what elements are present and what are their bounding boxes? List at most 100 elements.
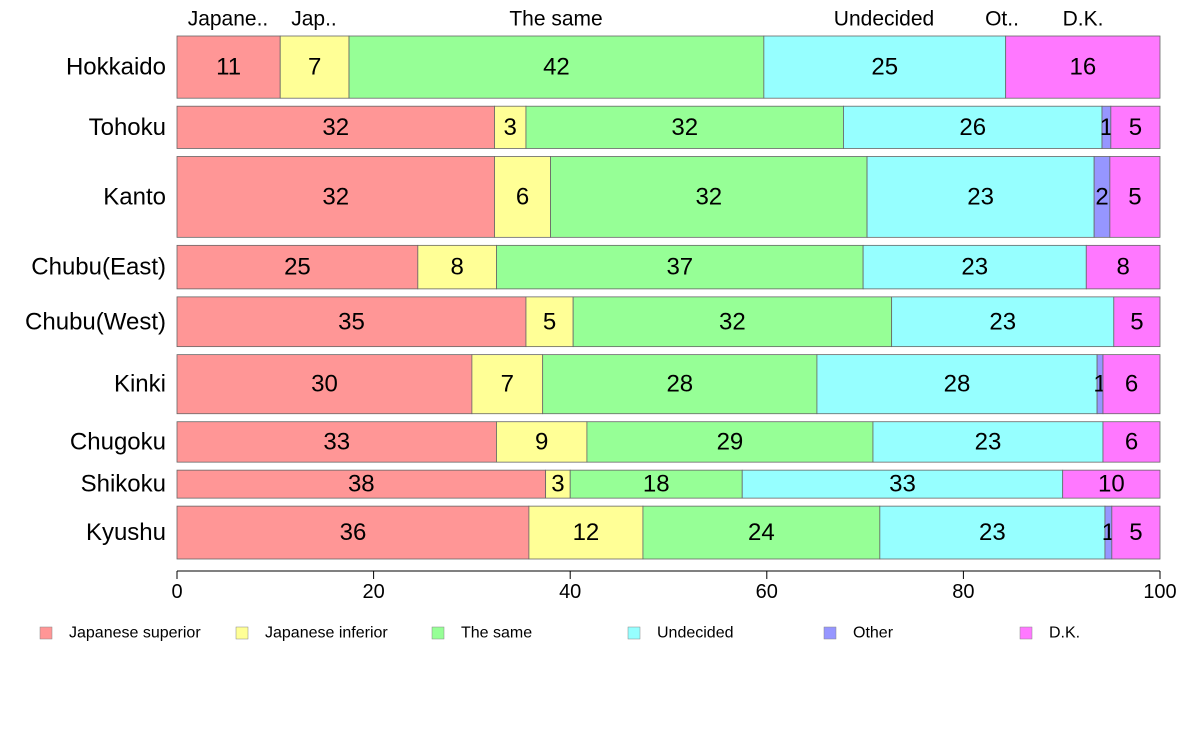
category-label: Kyushu [86, 519, 166, 546]
data-label: 26 [959, 114, 986, 141]
data-label: 33 [323, 428, 350, 455]
category-label: Kinki [114, 371, 166, 398]
data-label: 23 [975, 428, 1002, 455]
legend-swatch [627, 626, 641, 640]
x-tick-label: 20 [362, 581, 384, 603]
data-label: 42 [543, 54, 570, 81]
data-label: 23 [961, 254, 988, 281]
x-tick-label: 60 [756, 581, 778, 603]
x-tick-label: 40 [559, 581, 581, 603]
bar-segment [176, 354, 473, 415]
x-tick-label: 0 [171, 581, 182, 603]
bar-segment [1005, 35, 1161, 99]
bar-segment [550, 156, 868, 238]
data-label: 7 [501, 371, 514, 398]
data-label: 33 [889, 471, 916, 498]
bar-segment [525, 105, 844, 149]
legend-swatch [431, 626, 445, 640]
data-label: 5 [1129, 114, 1142, 141]
bar-segment [1109, 156, 1161, 238]
bar-segment [525, 296, 574, 348]
data-label: 25 [284, 254, 311, 281]
data-label: 23 [989, 308, 1016, 335]
category-label: Hokkaido [66, 54, 166, 81]
bar-segment [586, 421, 874, 463]
category-label: Kanto [103, 183, 166, 210]
data-label: 38 [348, 471, 375, 498]
bar-segment [1113, 296, 1161, 348]
data-label: 32 [322, 114, 349, 141]
data-label: 28 [944, 371, 971, 398]
bar-segment [176, 105, 495, 149]
bar-segment [528, 505, 644, 560]
x-tick-label: 80 [952, 581, 974, 603]
data-label: 11 [216, 54, 241, 81]
data-label: 3 [504, 114, 517, 141]
data-label: 23 [967, 183, 994, 210]
data-label: 1 [1100, 114, 1113, 141]
data-label: 3 [551, 471, 564, 498]
legend-swatch [39, 626, 53, 640]
series-header-label: Undecided [834, 8, 934, 31]
legend-label: Other [853, 625, 894, 642]
data-label: 6 [1125, 428, 1138, 455]
legend-label: D.K. [1049, 625, 1080, 642]
category-label: Shikoku [81, 471, 166, 498]
category-label: Chubu(West) [25, 308, 166, 335]
legend-label: Japanese superior [69, 625, 201, 642]
bar-segment [279, 35, 350, 99]
data-label: 8 [1116, 254, 1129, 281]
bar-segment [1102, 421, 1161, 463]
series-header-label: Japane.. [188, 8, 269, 31]
bar-segment [1110, 105, 1161, 149]
bar-segment [176, 244, 419, 290]
data-label: 6 [516, 183, 529, 210]
data-label: 6 [1125, 371, 1138, 398]
bar-segment [176, 469, 547, 499]
category-label: Tohoku [89, 114, 166, 141]
bar-segment [816, 354, 1098, 415]
bar-segment [872, 421, 1104, 463]
bar-segment [1111, 505, 1161, 560]
data-label: 32 [719, 308, 746, 335]
bar-segment [496, 421, 588, 463]
bar-segment [176, 421, 497, 463]
data-label: 9 [535, 428, 548, 455]
data-label: 24 [748, 519, 775, 546]
data-label: 32 [695, 183, 722, 210]
data-label: 35 [338, 308, 365, 335]
data-label: 5 [1130, 308, 1143, 335]
legend-swatch [823, 626, 837, 640]
data-label: 10 [1098, 471, 1125, 498]
series-header-label: The same [509, 8, 602, 31]
legend-label: Japanese inferior [265, 625, 388, 642]
series-header-label: Ot.. [985, 8, 1019, 31]
data-label: 30 [311, 371, 338, 398]
data-label: 36 [340, 519, 367, 546]
bar-segment [494, 105, 527, 149]
x-tick-label: 100 [1143, 581, 1176, 603]
data-label: 28 [666, 371, 693, 398]
legend-label: Undecided [657, 625, 734, 642]
bar-segment [1062, 469, 1161, 499]
bar-segment [843, 105, 1103, 149]
bar-segment [1085, 244, 1161, 290]
legend-swatch [1019, 626, 1033, 640]
data-label: 8 [450, 254, 463, 281]
bar-segment [176, 35, 281, 99]
data-label: 5 [1129, 519, 1142, 546]
data-label: 7 [308, 54, 321, 81]
bar-segment [572, 296, 893, 348]
data-label: 32 [322, 183, 349, 210]
data-label: 32 [671, 114, 698, 141]
bar-segment [176, 296, 527, 348]
bar-segment [1102, 354, 1161, 415]
category-label: Chubu(East) [31, 254, 166, 281]
data-label: 2 [1095, 183, 1108, 210]
bar-segment [862, 244, 1087, 290]
data-label: 5 [543, 308, 556, 335]
data-label: 37 [666, 254, 693, 281]
data-label: 16 [1069, 54, 1096, 81]
bar-segment [569, 469, 743, 499]
